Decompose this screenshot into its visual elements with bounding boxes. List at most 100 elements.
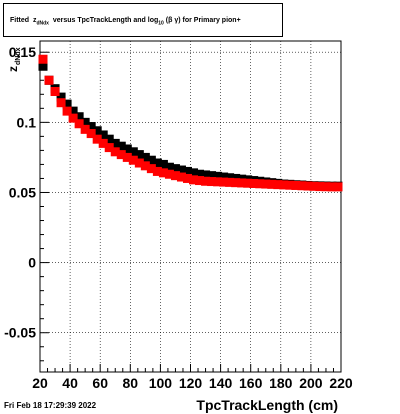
data-point-marker: [62, 106, 72, 116]
data-point-marker: [152, 166, 162, 176]
data-point-marker: [219, 177, 229, 187]
data-points: [38, 54, 343, 192]
title-beta-gamma: (β γ): [165, 17, 181, 24]
x-tick-label: 160: [239, 375, 263, 391]
data-point-marker: [225, 177, 235, 187]
data-point-marker: [92, 126, 102, 136]
data-point-marker: [279, 180, 289, 190]
data-point-marker: [50, 86, 60, 96]
data-point-marker: [176, 165, 186, 175]
data-point-marker: [74, 112, 84, 122]
x-tick-label: 40: [62, 375, 78, 391]
data-point-marker: [152, 158, 162, 168]
data-point-marker: [158, 159, 168, 169]
data-point-marker: [86, 129, 96, 139]
data-point-marker: [333, 182, 343, 192]
data-point-marker: [140, 152, 150, 162]
data-point-marker: [315, 182, 325, 192]
data-point-marker: [213, 171, 223, 181]
data-point-marker: [189, 175, 199, 185]
x-tick-labels: 20 40 60 80 100 120 140 160 180 200 220: [32, 375, 353, 391]
data-point-marker: [309, 181, 319, 191]
x-tick-label: 100: [149, 375, 173, 391]
y-axis-label: zdNdx: [6, 47, 22, 72]
data-point-marker: [237, 178, 247, 188]
data-point-marker: [182, 166, 192, 176]
data-point-marker: [207, 177, 217, 187]
y-tick-labels: -0.05 0 0.05 0.1 0.15: [4, 44, 36, 341]
data-point-marker: [110, 138, 120, 148]
data-point-marker: [164, 169, 174, 179]
x-tick-label: 80: [123, 375, 139, 391]
data-point-marker: [38, 61, 48, 71]
data-point-marker: [243, 178, 253, 188]
data-point-marker: [195, 169, 205, 179]
data-point-marker: [104, 143, 114, 153]
data-point-marker: [122, 144, 132, 154]
data-point-marker: [62, 99, 72, 109]
data-point-marker: [189, 168, 199, 178]
data-point-marker: [56, 98, 66, 108]
data-point-marker: [291, 180, 301, 190]
data-point-marker: [267, 179, 277, 189]
y-tick-label: 0: [28, 255, 36, 271]
data-point-marker: [80, 124, 90, 134]
data-point-marker: [170, 164, 180, 174]
data-point-marker: [164, 162, 174, 172]
data-point-marker: [261, 179, 271, 189]
data-point-marker: [128, 147, 138, 157]
y-tick-label: 0.15: [9, 44, 36, 60]
data-point-marker: [56, 92, 66, 102]
data-point-marker: [134, 150, 144, 160]
x-axis-label: TpcTrackLength (cm): [196, 397, 338, 413]
data-point-marker: [38, 54, 48, 64]
data-point-marker: [207, 171, 217, 181]
data-point-marker: [225, 173, 235, 183]
data-point-marker: [195, 176, 205, 186]
data-point-marker: [255, 179, 265, 189]
data-point-marker: [201, 170, 211, 180]
data-point-marker: [140, 161, 150, 171]
data-point-marker: [176, 172, 186, 182]
data-point-marker: [285, 180, 295, 190]
data-point-marker: [231, 178, 241, 188]
data-point-marker: [213, 177, 223, 187]
data-point-marker: [68, 106, 78, 116]
x-tick-label: 140: [209, 375, 233, 391]
data-point-marker: [116, 150, 126, 160]
axis-ticks: [39, 51, 342, 372]
data-point-marker: [158, 168, 168, 178]
data-point-marker: [122, 152, 132, 162]
x-tick-label: 20: [32, 375, 48, 391]
title-middle: versus TpcTrackLength and log: [52, 17, 159, 24]
data-point-marker: [146, 155, 156, 165]
data-point-marker: [98, 138, 108, 148]
data-point-marker: [68, 113, 78, 123]
y-axis-label-main: z: [6, 66, 20, 72]
data-point-marker: [303, 181, 313, 191]
series-1: [38, 54, 343, 192]
title-log-sub: 10: [158, 20, 164, 27]
title-prefix: Fitted: [10, 17, 30, 24]
title-z-sub: dNdx: [36, 20, 49, 27]
y-axis-label-sub: dNdx: [15, 47, 22, 65]
x-tick-label: 200: [299, 375, 323, 391]
y-tick-label: 0.1: [17, 114, 37, 130]
data-point-marker: [44, 75, 54, 85]
data-point-marker: [116, 141, 126, 151]
title-z: z: [32, 17, 37, 24]
data-point-marker: [297, 181, 307, 191]
data-point-marker: [249, 178, 259, 188]
data-point-marker: [182, 173, 192, 183]
data-point-marker: [104, 134, 114, 144]
x-tick-label: 60: [92, 375, 108, 391]
y-tick-label: -0.05: [4, 325, 36, 341]
y-tick-label: 0.05: [9, 184, 36, 200]
data-point-marker: [170, 171, 180, 181]
svg-text:zdNdx: zdNdx: [6, 47, 22, 72]
data-point-marker: [92, 134, 102, 144]
x-tick-label: 120: [179, 375, 203, 391]
data-point-marker: [128, 155, 138, 165]
data-point-marker: [74, 119, 84, 129]
